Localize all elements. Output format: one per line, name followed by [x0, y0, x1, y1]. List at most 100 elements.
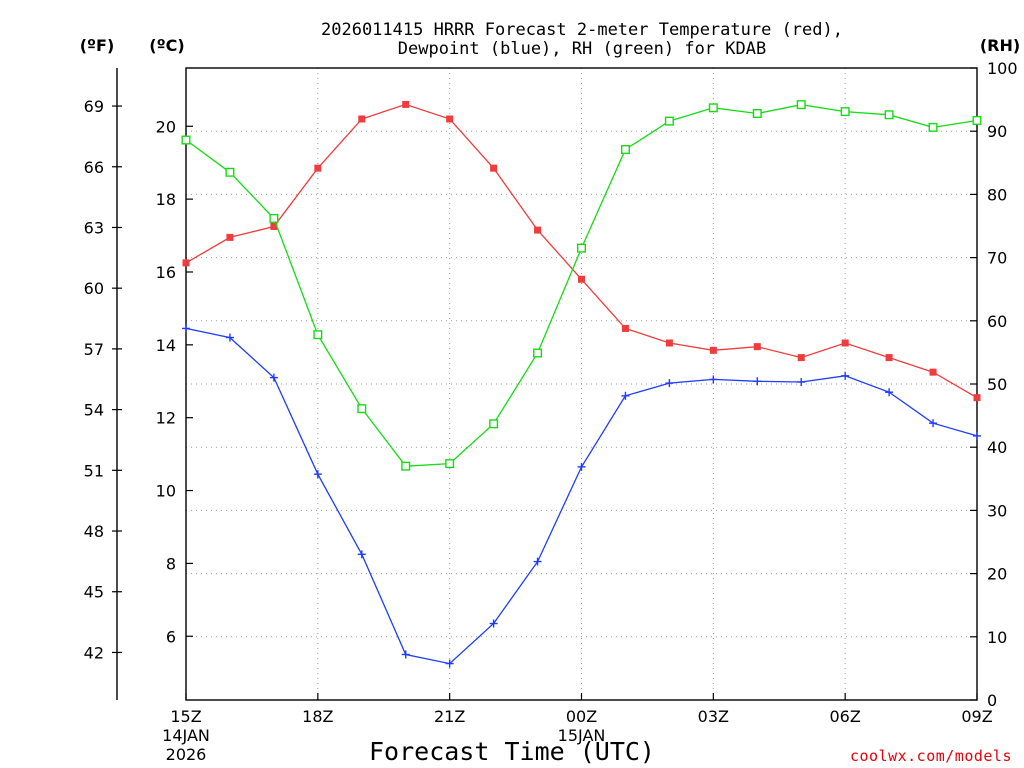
rh-tick-label: 30	[987, 501, 1007, 520]
celsius-tick-label: 14	[156, 336, 176, 355]
grid-lines	[186, 68, 977, 700]
rh-point	[225, 167, 235, 177]
x-tick-date-label: 14JAN	[162, 726, 210, 745]
fahrenheit-unit-label: (ºF)	[80, 36, 115, 55]
dewpoint-point	[225, 333, 234, 342]
celsius-tick-label: 12	[156, 409, 176, 428]
dewpoint-point	[489, 619, 498, 628]
2-meter-temperature-point	[885, 354, 893, 362]
dewpoint-point	[313, 470, 322, 479]
rh-point	[928, 122, 938, 132]
fahrenheit-tick-label: 48	[84, 522, 104, 541]
2-meter-temperature-point	[797, 354, 805, 362]
dewpoint-point	[269, 373, 278, 382]
2-meter-temperature-point	[753, 343, 761, 351]
x-tick-year-label: 2026	[166, 745, 207, 764]
2-meter-temperature-series	[182, 100, 981, 402]
x-tick-label: 00Z	[566, 707, 597, 726]
2-meter-temperature-point	[578, 275, 585, 283]
fahrenheit-tick-label: 42	[84, 643, 104, 662]
rh-tick-label: 10	[987, 628, 1007, 647]
rh-tick-label: 40	[987, 438, 1007, 457]
celsius-unit-label: (ºC)	[149, 36, 184, 55]
chart-title-line1: 2026011415 HRRR Forecast 2-meter Tempera…	[321, 20, 843, 40]
rh-point	[577, 243, 587, 253]
rh-tick-label: 70	[987, 249, 1007, 268]
rh-point	[533, 348, 543, 358]
rh-point	[840, 107, 850, 117]
dewpoint-point	[357, 550, 366, 559]
rh-unit-label: (RH)	[980, 36, 1020, 55]
x-axis-label: Forecast Time (UTC)	[369, 737, 655, 766]
2-meter-temperature-point	[490, 164, 498, 172]
dewpoint-point	[753, 377, 762, 386]
2-meter-temperature-point	[709, 346, 717, 354]
2-meter-temperature-point	[358, 115, 366, 123]
2-meter-temperature-point	[402, 100, 410, 108]
rh-point	[181, 135, 191, 145]
data-series	[181, 100, 982, 668]
2-meter-temperature-point	[270, 222, 278, 230]
rh-tick-label: 90	[987, 122, 1007, 141]
rh-tick-label: 50	[987, 375, 1007, 394]
rh-point	[620, 145, 630, 155]
celsius-tick-label: 20	[156, 117, 176, 136]
rh-point	[752, 109, 762, 119]
fahrenheit-tick-label: 45	[84, 583, 104, 602]
dewpoint-series	[182, 324, 981, 668]
rh-point	[445, 459, 455, 469]
celsius-tick-label: 16	[156, 263, 176, 282]
fahrenheit-tick-label: 63	[84, 218, 104, 237]
fahrenheit-tick-label: 66	[84, 158, 104, 177]
dewpoint-point	[665, 379, 674, 388]
x-tick-label: 03Z	[698, 707, 729, 726]
rh-tick-label: 20	[987, 565, 1007, 584]
2-meter-temperature-point	[665, 339, 673, 347]
rh-point	[401, 461, 411, 471]
dewpoint-point	[533, 557, 542, 566]
dewpoint-point	[709, 375, 718, 384]
2-meter-temperature-point	[182, 259, 190, 267]
rh-tick-label: 60	[987, 312, 1007, 331]
celsius-tick-label: 18	[156, 190, 176, 209]
rh-tick-label: 80	[987, 185, 1007, 204]
x-tick-label: 06Z	[830, 707, 861, 726]
rh-tick-label: 0	[987, 691, 997, 710]
x-tick-date-label: 15JAN	[558, 726, 606, 745]
rh-point	[664, 116, 674, 126]
2-meter-temperature-point	[226, 233, 234, 241]
fahrenheit-tick-label: 57	[84, 340, 104, 359]
axes	[112, 67, 978, 701]
dewpoint-point	[973, 431, 981, 440]
dewpoint-point	[621, 391, 630, 400]
fahrenheit-tick-label: 69	[84, 97, 104, 116]
rh-tick-label: 100	[987, 59, 1018, 78]
dewpoint-point	[929, 419, 938, 428]
rh-point	[489, 419, 499, 429]
dewpoint-point	[182, 324, 190, 333]
rh-point	[708, 103, 718, 113]
rh-point	[972, 115, 982, 125]
dewpoint-point	[401, 650, 410, 659]
x-tick-label: 15Z	[170, 707, 201, 726]
rh-point	[269, 213, 279, 223]
x-tick-label: 18Z	[302, 707, 333, 726]
celsius-tick-label: 10	[156, 482, 176, 501]
2-meter-temperature-point	[446, 115, 454, 123]
tick-labels: 6 8 10 12 14 16 18 20 42 45 48 51 54 57 60 63 66 69 0 10 20 3…	[84, 59, 1018, 764]
2-meter-temperature-point	[534, 226, 542, 234]
rh-point	[313, 330, 323, 340]
x-tick-label: 09Z	[961, 707, 992, 726]
fahrenheit-tick-label: 51	[84, 461, 104, 480]
2-meter-temperature-point	[621, 324, 629, 332]
2-meter-temperature-point	[973, 394, 981, 402]
celsius-tick-label: 6	[166, 627, 176, 646]
credit-link[interactable]: coolwx.com/models	[850, 747, 1012, 765]
dewpoint-point	[445, 659, 454, 668]
dewpoint-point	[797, 377, 806, 386]
dewpoint-point	[841, 371, 850, 380]
2-meter-temperature-point	[929, 368, 937, 376]
2-meter-temperature-point	[314, 164, 322, 172]
rh-point	[357, 404, 367, 414]
